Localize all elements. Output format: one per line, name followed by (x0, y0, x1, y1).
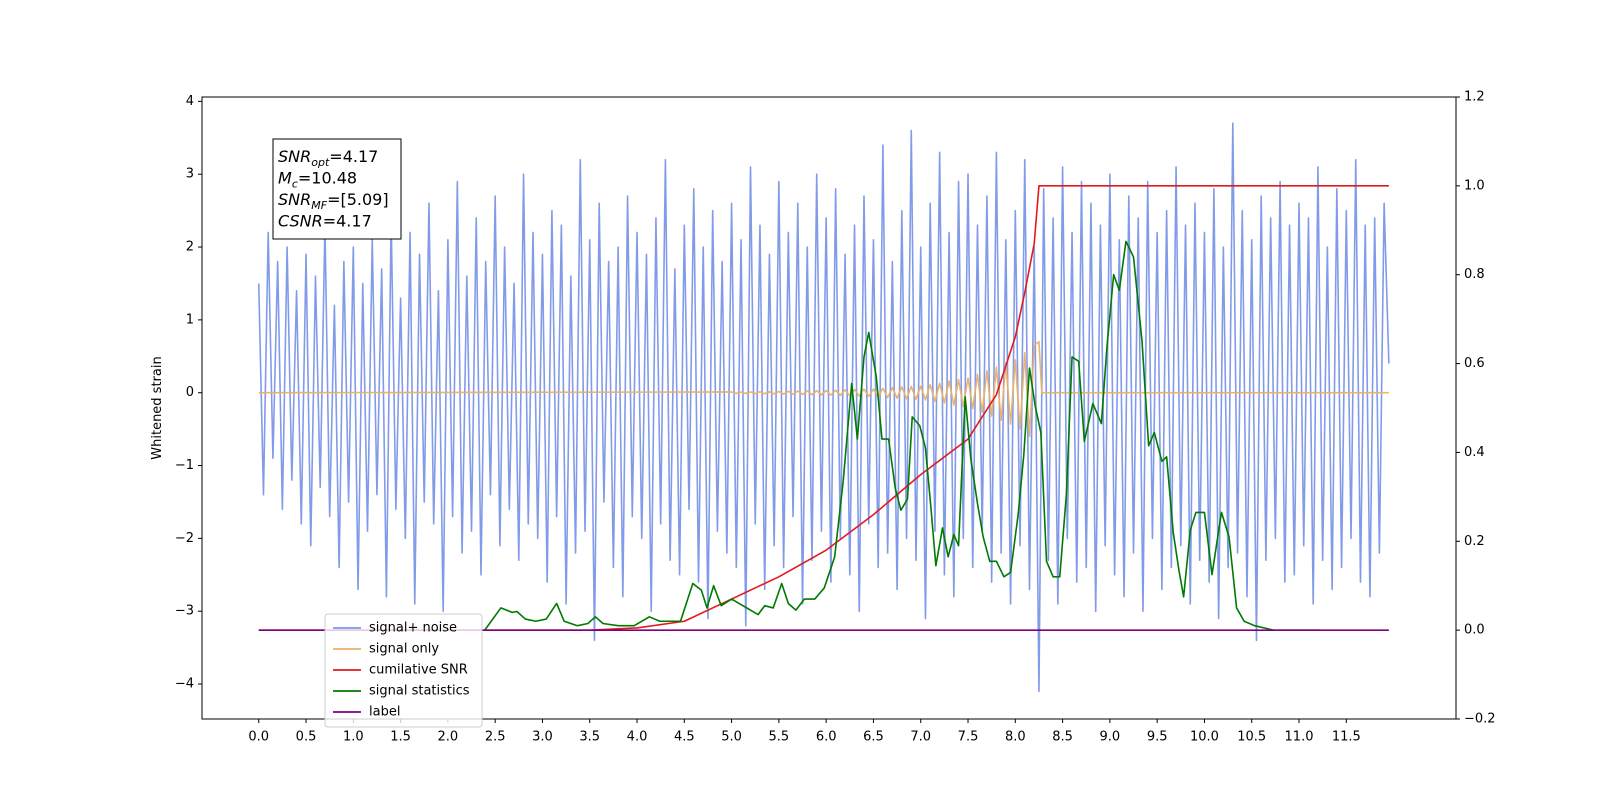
x-tick-label: 1.5 (390, 730, 411, 745)
x-tick-label: 4.0 (627, 730, 648, 745)
annotation-text: =4.17 (323, 212, 372, 231)
y-tick-label: −2 (175, 531, 194, 546)
annotation-symbol: SNR (278, 147, 311, 166)
x-tick-label: 6.0 (816, 730, 837, 745)
annotation-line: SNRMF=[5.09] (278, 190, 389, 212)
y2-tick-label: −0.2 (1464, 712, 1496, 727)
annotation-subscript: opt (311, 156, 330, 169)
x-tick-label: 5.0 (721, 730, 742, 745)
x-tick-label: 5.5 (769, 730, 790, 745)
axes: 0.0 0.5 1.0 1.5 2.0 2.5 3.0 3.5 4.0 4.5 5.0 5.5 6.0 6… (175, 90, 1496, 745)
y-tick-label: 3 (186, 167, 194, 182)
y2-tick-label: 0.4 (1464, 445, 1485, 460)
y2-tick-label: 0.0 (1464, 623, 1485, 638)
x-tick-label: 2.0 (438, 730, 459, 745)
annotation-subscript: c (292, 178, 298, 191)
legend-label: label (369, 705, 400, 720)
annotation-line: SNRopt=4.17 (278, 147, 378, 169)
y-tick-label: 0 (186, 385, 194, 400)
x-tick-label: 0.5 (296, 730, 317, 745)
x-tick-label: 10.5 (1237, 730, 1266, 745)
plot-area (257, 122, 1390, 693)
y-tick-label: 4 (186, 94, 194, 109)
legend-label: signal statistics (369, 684, 470, 699)
x-tick-label: 8.0 (1005, 730, 1026, 745)
y-tick-label: −1 (175, 458, 194, 473)
x-tick-label: 3.0 (532, 730, 553, 745)
y2-tick-label: 0.2 (1464, 534, 1485, 549)
y2-tick-label: 1.2 (1464, 90, 1485, 105)
x-tick-label: 3.5 (579, 730, 600, 745)
series-line (258, 340, 1389, 438)
y-tick-label: 1 (186, 312, 194, 327)
annotation-frame (272, 138, 402, 240)
annotation-text: =10.48 (298, 169, 357, 188)
annotation-line: Mc=10.48 (278, 169, 357, 191)
x-tick-label: 8.5 (1052, 730, 1073, 745)
x-tick-label: 11.0 (1285, 730, 1314, 745)
x-tick-label: 0.0 (248, 730, 269, 745)
annotation-symbol: SNR (278, 190, 311, 209)
axes-frame (201, 96, 1457, 720)
y-tick-label: −3 (175, 604, 194, 619)
annotation-text: =4.17 (329, 147, 378, 166)
series-line (484, 240, 1320, 631)
x-tick-label: 7.0 (910, 730, 931, 745)
legend-label: signal only (369, 642, 439, 657)
legend-label: signal+ noise (369, 621, 457, 636)
x-tick-label: 9.5 (1147, 730, 1168, 745)
legend-frame (324, 613, 483, 728)
annotation-symbol: CSNR (278, 212, 323, 231)
annotation-line: CSNR=4.17 (278, 212, 372, 231)
annotation-symbol: M (278, 169, 292, 188)
legend-label: cumilative SNR (369, 663, 468, 678)
x-tick-label: 10.0 (1190, 730, 1219, 745)
annotation-text: =[5.09] (327, 190, 389, 209)
x-tick-label: 7.5 (958, 730, 979, 745)
x-tick-label: 11.5 (1332, 730, 1361, 745)
x-tick-label: 4.5 (674, 730, 695, 745)
series-line (257, 122, 1390, 693)
y2-tick-label: 1.0 (1464, 178, 1485, 193)
y2-tick-label: 0.6 (1464, 356, 1485, 371)
x-tick-label: 6.5 (863, 730, 884, 745)
x-tick-label: 9.0 (1100, 730, 1121, 745)
x-tick-label: 2.5 (485, 730, 506, 745)
y-tick-label: −4 (175, 677, 194, 692)
y2-tick-label: 0.8 (1464, 267, 1485, 282)
x-tick-label: 1.0 (343, 730, 364, 745)
y-axis-label: Whitened strain (150, 356, 165, 459)
y-tick-label: 2 (186, 240, 194, 255)
annotation-subscript: MF (311, 199, 327, 212)
legend: signal+ noise signal only cumilative SNR si… (324, 613, 483, 728)
